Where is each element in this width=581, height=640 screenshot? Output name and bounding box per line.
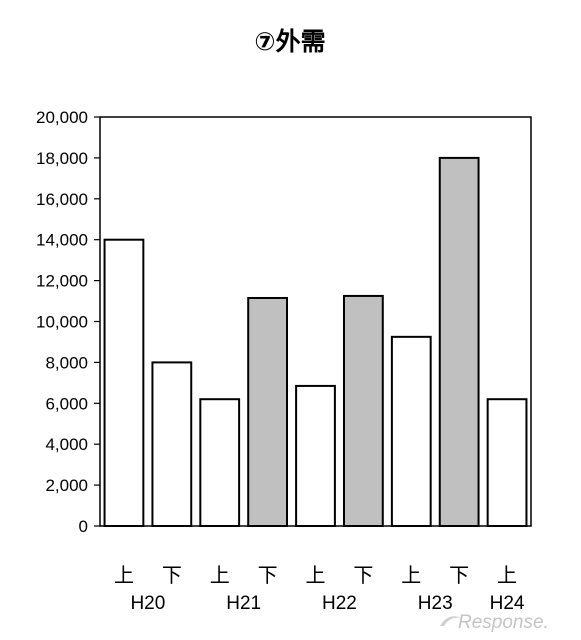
y-tick-label: 10,000 [36,313,88,332]
x-category-label: 上 [401,563,421,587]
watermark-text: Response. [458,612,549,633]
y-tick-label: 14,000 [36,231,88,250]
y-tick-label: 12,000 [36,272,88,291]
y-tick-label: 8,000 [45,353,88,372]
y-tick-label: 6,000 [45,394,88,413]
bar [390,335,432,527]
x-category-label: 上 [114,563,134,587]
bar [295,384,336,528]
bars-group [103,156,528,528]
x-category-label: 下 [353,563,373,587]
watermark: Response. [440,612,549,633]
y-tick-label: 16,000 [36,190,88,209]
bar [486,398,528,527]
y-tick-label: 4,000 [45,435,88,454]
bar [438,156,480,527]
bar [342,294,384,527]
x-year-label: H24 [490,593,525,614]
x-axis: 上 下 上 下 上 下 上 下 上 H20 H21 H22 H23 H24 [114,563,525,614]
x-year-label: H22 [322,593,357,614]
bar [151,361,193,527]
x-category-label: 上 [497,563,517,587]
x-category-label: 上 [210,563,230,587]
x-category-label: 上 [306,563,326,587]
bar [247,296,289,528]
y-tick-label: 20,000 [36,108,88,127]
x-year-label: H20 [130,593,165,614]
x-category-label: 下 [449,563,469,587]
bar [103,238,145,527]
y-tick-label: 0 [79,517,88,536]
y-tick-label: 18,000 [36,149,88,168]
x-year-label: H21 [226,593,261,614]
x-year-label: H23 [418,593,453,614]
x-category-label: 下 [258,563,278,587]
bar [199,398,241,527]
y-tick-label: 2,000 [45,476,88,495]
y-axis: 20,000 18,000 16,000 14,000 12,000 10,000 8,00… [36,108,100,536]
x-category-label: 下 [162,563,182,587]
chart-title: ⑦外需 [254,27,325,56]
watermark-logo-icon [440,616,462,626]
